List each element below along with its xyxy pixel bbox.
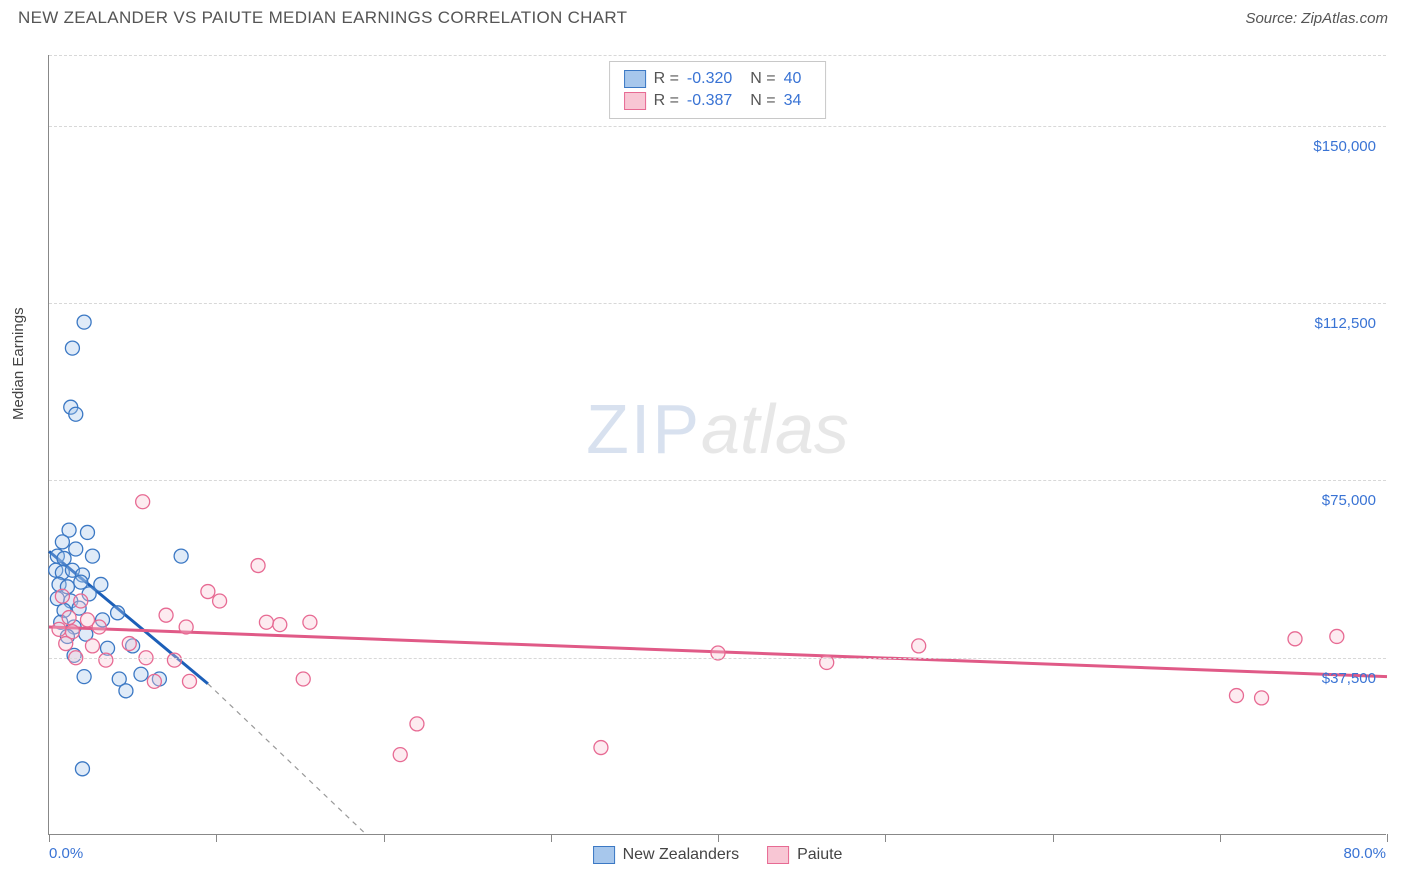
stats-row-nz: R = -0.320 N = 40	[624, 68, 812, 90]
data-point	[85, 549, 99, 563]
data-point	[77, 315, 91, 329]
x-tick-label: 80.0%	[1343, 845, 1386, 862]
data-point	[182, 674, 196, 688]
x-tick	[551, 834, 552, 842]
chart-title: NEW ZEALANDER VS PAIUTE MEDIAN EARNINGS …	[18, 8, 627, 28]
y-tick-label: $112,500	[1315, 315, 1376, 332]
swatch-paiute	[624, 92, 646, 110]
data-point	[1330, 629, 1344, 643]
gridline-h	[49, 303, 1386, 304]
legend-item-paiute: Paiute	[767, 846, 842, 864]
data-point	[119, 684, 133, 698]
r-label: R =	[654, 70, 679, 88]
data-point	[251, 559, 265, 573]
data-point	[594, 741, 608, 755]
data-point	[122, 637, 136, 651]
data-point	[259, 615, 273, 629]
n-value-paiute: 34	[784, 92, 802, 110]
x-tick	[49, 834, 50, 842]
data-point	[94, 577, 108, 591]
data-point	[74, 575, 88, 589]
trendline-extension	[208, 684, 367, 835]
x-tick	[885, 834, 886, 842]
data-point	[52, 622, 66, 636]
legend-item-nz: New Zealanders	[593, 846, 740, 864]
data-point	[410, 717, 424, 731]
x-tick	[1053, 834, 1054, 842]
data-point	[147, 674, 161, 688]
data-point	[303, 615, 317, 629]
r-value-paiute: -0.387	[687, 92, 732, 110]
data-point	[57, 551, 71, 565]
data-point	[111, 606, 125, 620]
n-label: N =	[750, 92, 775, 110]
data-point	[273, 618, 287, 632]
gridline-h	[49, 55, 1386, 56]
y-axis-label: Median Earnings	[10, 307, 27, 420]
data-point	[134, 667, 148, 681]
scatter-svg	[49, 55, 1386, 834]
data-point	[1288, 632, 1302, 646]
r-label: R =	[654, 92, 679, 110]
x-tick	[384, 834, 385, 842]
data-point	[59, 637, 73, 651]
legend-swatch-nz	[593, 846, 615, 864]
data-point	[179, 620, 193, 634]
data-point	[159, 608, 173, 622]
data-point	[912, 639, 926, 653]
data-point	[80, 525, 94, 539]
stats-legend: R = -0.320 N = 40 R = -0.387 N = 34	[609, 61, 827, 119]
data-point	[1229, 689, 1243, 703]
data-point	[69, 407, 83, 421]
x-tick	[1220, 834, 1221, 842]
data-point	[1255, 691, 1269, 705]
y-tick-label: $37,500	[1322, 670, 1376, 687]
data-point	[55, 589, 69, 603]
data-point	[136, 495, 150, 509]
legend-swatch-paiute	[767, 846, 789, 864]
y-tick-label: $150,000	[1313, 138, 1376, 155]
r-value-nz: -0.320	[687, 70, 732, 88]
stats-row-paiute: R = -0.387 N = 34	[624, 90, 812, 112]
data-point	[92, 620, 106, 634]
x-tick	[1387, 834, 1388, 842]
data-point	[85, 639, 99, 653]
source-label: Source: ZipAtlas.com	[1245, 10, 1388, 27]
x-tick	[216, 834, 217, 842]
data-point	[55, 535, 69, 549]
data-point	[69, 542, 83, 556]
data-point	[74, 594, 88, 608]
data-point	[213, 594, 227, 608]
data-point	[201, 585, 215, 599]
gridline-h	[49, 658, 1386, 659]
data-point	[77, 670, 91, 684]
data-point	[296, 672, 310, 686]
data-point	[174, 549, 188, 563]
x-tick-label: 0.0%	[49, 845, 83, 862]
gridline-h	[49, 480, 1386, 481]
data-point	[75, 762, 89, 776]
legend-label-nz: New Zealanders	[623, 846, 740, 864]
chart-header: NEW ZEALANDER VS PAIUTE MEDIAN EARNINGS …	[0, 0, 1406, 32]
data-point	[99, 653, 113, 667]
swatch-nz	[624, 70, 646, 88]
data-point	[62, 611, 76, 625]
chart-plot-area: ZIPatlas R = -0.320 N = 40 R = -0.387 N …	[48, 55, 1386, 835]
n-value-nz: 40	[784, 70, 802, 88]
n-label: N =	[750, 70, 775, 88]
series-legend: New Zealanders Paiute	[593, 846, 843, 864]
gridline-h	[49, 126, 1386, 127]
data-point	[65, 341, 79, 355]
data-point	[167, 653, 181, 667]
y-tick-label: $75,000	[1322, 492, 1376, 509]
legend-label-paiute: Paiute	[797, 846, 842, 864]
data-point	[393, 748, 407, 762]
x-tick	[718, 834, 719, 842]
